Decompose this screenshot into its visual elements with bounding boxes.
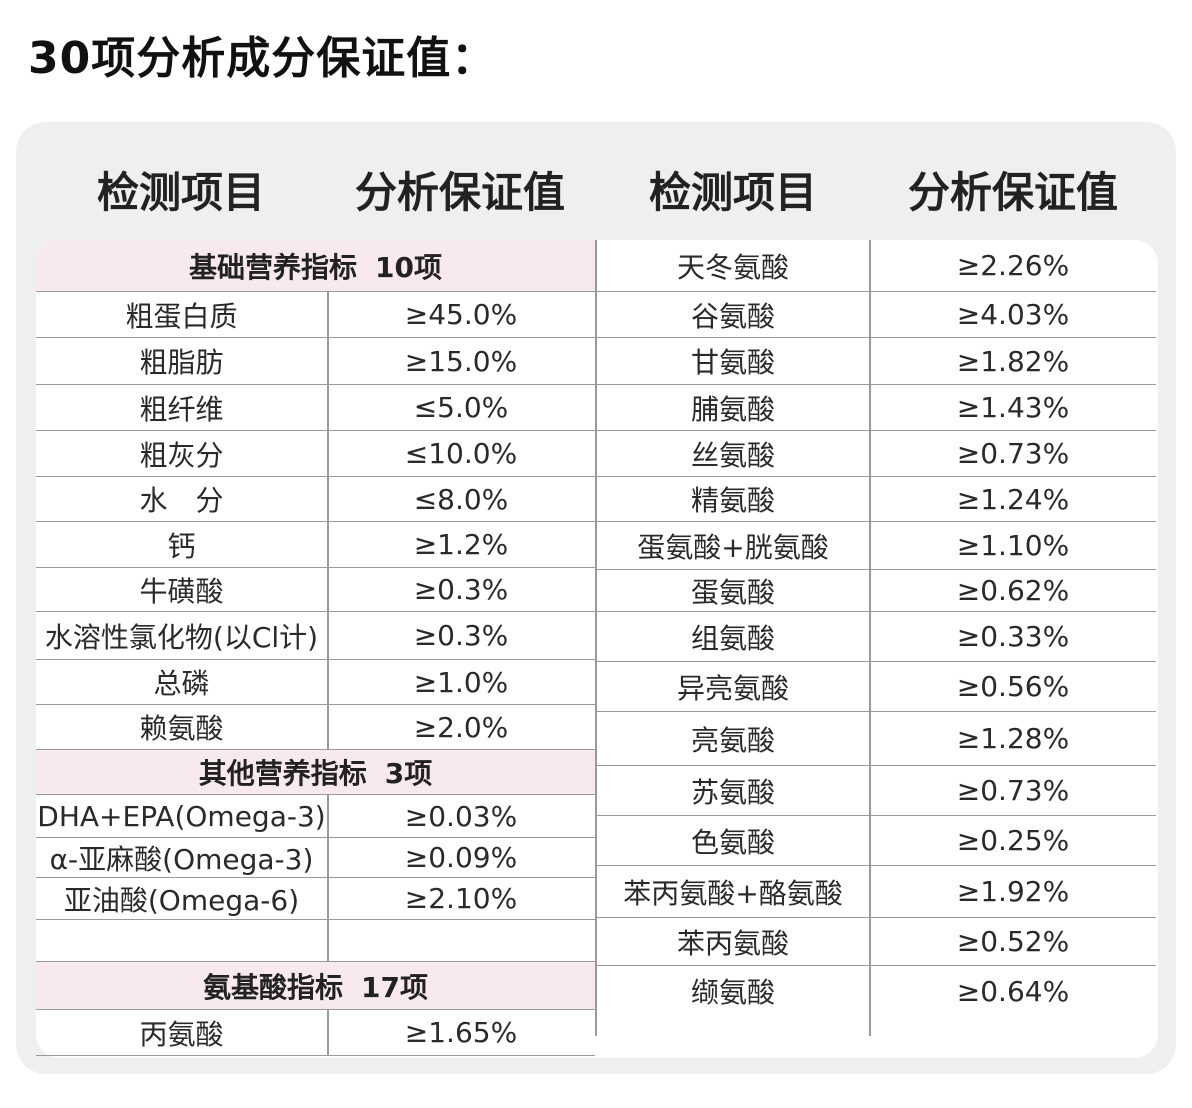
section-count: 3项	[384, 757, 433, 790]
header-right-item: 检测项目	[648, 168, 817, 217]
section-count: 17项	[361, 970, 428, 1004]
table-cell-item: 赖氨酸	[36, 705, 327, 750]
table-cell-value: ≥1.82%	[870, 338, 1156, 385]
table-cell-item: 粗脂肪	[36, 338, 327, 385]
table-cell-value: ≥1.2%	[327, 522, 595, 568]
section-header: 基础营养指标 10项	[36, 240, 595, 292]
table-cell-item: 粗灰分	[36, 431, 327, 477]
table-cell-item: 异亮氨酸	[596, 662, 870, 712]
center-divider	[595, 240, 597, 1036]
table-cell-item: 粗纤维	[36, 385, 327, 431]
table-cell-item: 蛋氨酸+胱氨酸	[596, 522, 870, 570]
table-cell-item: 苯丙氨酸+酪氨酸	[596, 866, 870, 918]
table-cell-value: ≥4.03%	[870, 292, 1156, 338]
table-cell-item: 丙氨酸	[36, 1010, 327, 1056]
table-cell-value: ≥0.62%	[870, 570, 1156, 612]
table-cell-item: 甘氨酸	[596, 338, 870, 385]
left-column-divider	[327, 292, 329, 750]
table-cell-item: 粗蛋白质	[36, 292, 327, 338]
table-cell-item: DHA+EPA(Omega-3)	[36, 795, 327, 838]
table-cell-value: ≥2.10%	[327, 878, 595, 920]
table-cell-value: ≥0.52%	[870, 918, 1156, 966]
empty-cell	[327, 920, 595, 962]
table-cell-item: 色氨酸	[596, 816, 870, 866]
table-cell-value: ≥0.33%	[870, 612, 1156, 662]
section-header: 氨基酸指标 17项	[36, 962, 595, 1010]
table-cell-item: 缬氨酸	[690, 976, 775, 1009]
table-cell-value: ≥1.0%	[327, 660, 595, 705]
table-cell-value: ≥1.28%	[870, 712, 1156, 766]
table-cell-item: 脯氨酸	[596, 385, 870, 431]
table-cell-value: ≥2.26%	[870, 240, 1156, 292]
table-cell-item: 蛋氨酸	[596, 570, 870, 612]
table-cell-value: ≥0.64%	[956, 974, 1070, 1008]
page-title: 30项分析成分保证值：	[28, 33, 497, 84]
table-cell-value: ≤5.0%	[327, 385, 595, 431]
section-name: 基础营养指标	[189, 250, 358, 284]
empty-cell	[36, 920, 327, 962]
table-cell-item: 苏氨酸	[596, 766, 870, 816]
table-cell-value: ≥0.3%	[327, 612, 595, 660]
table-cell-value: ≥1.92%	[870, 866, 1156, 918]
table-cell-item: 钙	[36, 522, 327, 568]
left-column-divider	[327, 795, 329, 920]
table-cell-item: 总磷	[36, 660, 327, 705]
left-column-divider	[327, 1010, 329, 1056]
table-cell-item: 牛磺酸	[36, 568, 327, 612]
table-cell-value: ≥0.73%	[870, 431, 1156, 477]
table-cell-item: α-亚麻酸(Omega-3)	[36, 838, 327, 878]
table-cell-value: ≥1.10%	[870, 522, 1156, 570]
table-cell-value: ≥0.25%	[870, 816, 1156, 866]
table-body	[36, 240, 1158, 1058]
section-name: 其他营养指标	[198, 757, 367, 790]
table-cell-item: 精氨酸	[596, 477, 870, 522]
table-cell-item: 水溶性氯化物(以Cl计)	[36, 612, 327, 660]
table-cell-value: ≥0.09%	[327, 838, 595, 878]
right-column-divider	[869, 240, 871, 1036]
section-name: 氨基酸指标	[203, 970, 344, 1004]
table-cell-item: 天冬氨酸	[596, 240, 870, 292]
table-cell-item: 亮氨酸	[596, 712, 870, 766]
table-cell-item: 丝氨酸	[596, 431, 870, 477]
section-header: 其他营养指标 3项	[36, 750, 595, 795]
table-cell-item: 苯丙氨酸	[596, 918, 870, 966]
table-cell-value: ≥0.03%	[327, 795, 595, 838]
section-count: 10项	[375, 250, 442, 284]
left-column-divider	[327, 920, 329, 962]
header-left-item: 检测项目	[96, 168, 265, 217]
table-cell-item: 亚油酸(Omega-6)	[36, 878, 327, 920]
table-cell-value: ≥0.3%	[327, 568, 595, 612]
table-cell-value: ≤8.0%	[327, 477, 595, 522]
table-cell-item: 组氨酸	[596, 612, 870, 662]
header-right-value: 分析保证值	[907, 168, 1118, 217]
table-cell-value: ≥1.43%	[870, 385, 1156, 431]
table-cell-item: 水 分	[36, 477, 327, 522]
table-cell-value: ≥1.65%	[327, 1010, 595, 1056]
table-cell-value: ≥15.0%	[327, 338, 595, 385]
table-cell-value: ≥2.0%	[327, 705, 595, 750]
header-left-value: 分析保证值	[354, 168, 565, 217]
table-cell-value: ≥1.24%	[870, 477, 1156, 522]
table-cell-value: ≤10.0%	[327, 431, 595, 477]
table-cell-value: ≥0.56%	[870, 662, 1156, 712]
table-cell-value: ≥0.73%	[870, 766, 1156, 816]
table-cell-item: 谷氨酸	[596, 292, 870, 338]
table-cell-value: ≥45.0%	[327, 292, 595, 338]
